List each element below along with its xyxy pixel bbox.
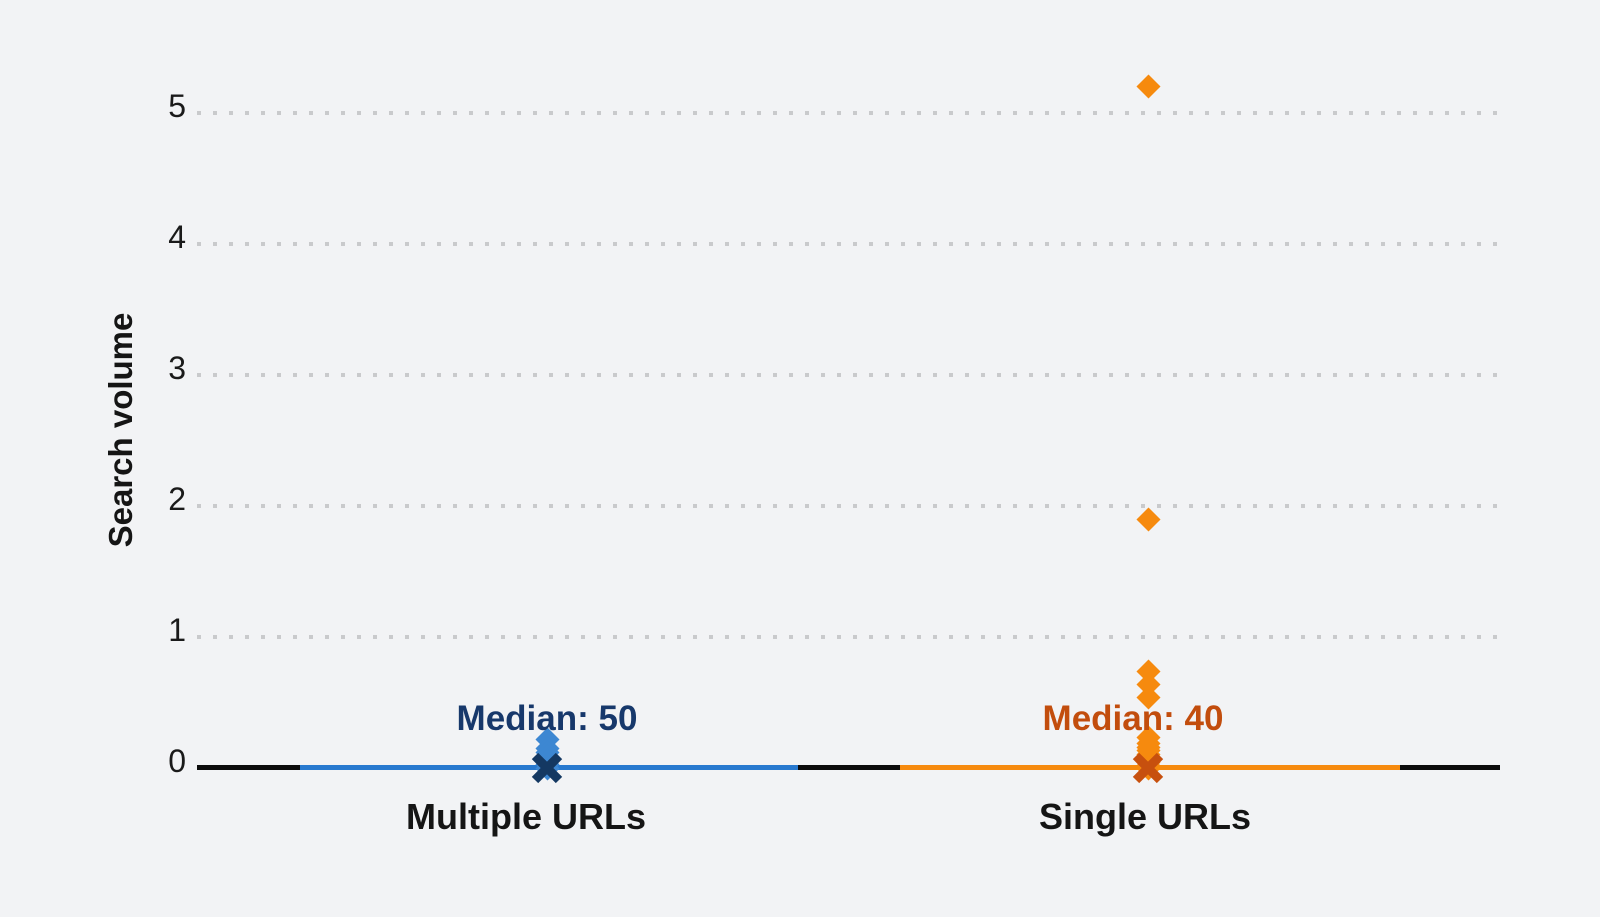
x-axis-segment: [197, 765, 300, 770]
data-point-diamond: [1135, 507, 1161, 532]
gridline: [197, 504, 1498, 508]
y-tick-label: 0: [168, 743, 186, 779]
y-tick-label: 3: [168, 350, 186, 386]
median-x-marker: [531, 752, 563, 784]
y-tick-label: 5: [168, 88, 186, 124]
gridline: [197, 242, 1498, 246]
y-tick-label: 4: [168, 219, 186, 255]
y-axis-title: Search volume: [102, 312, 139, 548]
median-annotation-multiple-urls: Median: 50: [456, 699, 638, 738]
data-point-diamond: [1135, 74, 1161, 99]
category-label-single-urls: Single URLs: [1038, 796, 1252, 837]
median-annotation-single-urls: Median: 40: [1042, 699, 1224, 738]
gridline: [197, 373, 1498, 377]
gridline: [197, 111, 1498, 115]
x-axis-segment: [798, 765, 900, 770]
gridline: [197, 635, 1498, 639]
category-label-multiple-urls: Multiple URLs: [406, 796, 646, 837]
median-x-marker: [1132, 752, 1164, 784]
x-axis-segment: [1400, 765, 1500, 770]
y-tick-label: 2: [168, 481, 186, 517]
y-tick-label: 1: [168, 612, 186, 648]
